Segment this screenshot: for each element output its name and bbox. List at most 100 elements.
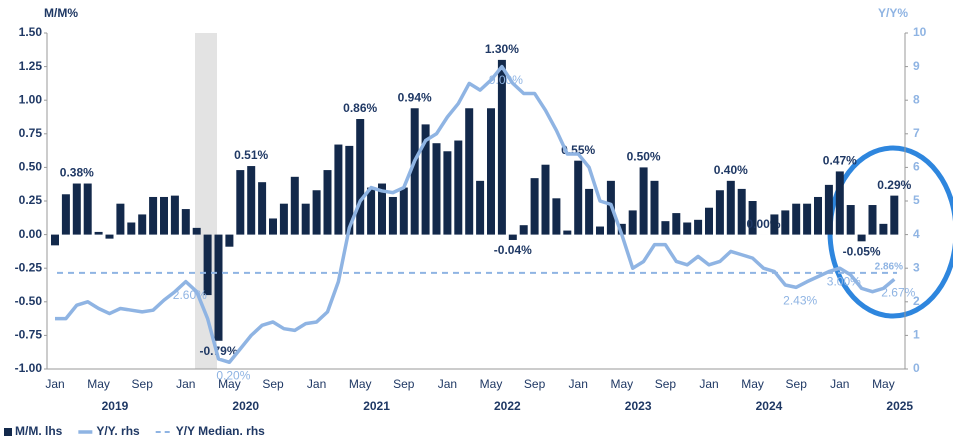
bar xyxy=(301,203,310,235)
bar xyxy=(846,205,855,235)
bar xyxy=(138,214,147,235)
bar xyxy=(116,203,125,235)
y2-tick-label: 8 xyxy=(913,92,920,106)
year-label: 2024 xyxy=(756,399,783,413)
bar xyxy=(465,108,474,235)
bar xyxy=(857,234,866,242)
y-tick-label: -1.00 xyxy=(15,361,43,375)
year-label: 2021 xyxy=(363,399,390,413)
bar xyxy=(443,151,452,235)
bar xyxy=(563,230,572,235)
bar xyxy=(726,180,735,235)
bar xyxy=(748,201,757,235)
bar-label: 0.38% xyxy=(60,166,94,180)
legend-swatch xyxy=(4,428,12,436)
bar xyxy=(497,59,506,235)
x-tick-label: Jan xyxy=(45,377,64,391)
x-tick-label: Sep xyxy=(786,377,808,391)
y-tick-label: 1.50 xyxy=(19,25,43,39)
bar xyxy=(421,124,430,235)
bar xyxy=(432,143,441,235)
bar xyxy=(203,234,212,296)
y-axis-title: M/M% xyxy=(44,6,78,20)
bar xyxy=(737,188,746,235)
bar xyxy=(824,184,833,235)
y-tick-label: 1.00 xyxy=(19,92,43,106)
bar xyxy=(345,145,354,235)
year-label: 2025 xyxy=(886,399,913,413)
bar-label: 1.30% xyxy=(485,42,519,56)
x-tick-label: May xyxy=(610,377,633,391)
bar-label: 0.94% xyxy=(398,90,432,104)
bar xyxy=(51,234,59,246)
x-tick-label: Jan xyxy=(176,377,195,391)
y-tick-label: -0.25 xyxy=(15,260,43,274)
x-tick-label: Sep xyxy=(524,377,546,391)
bar xyxy=(476,180,485,235)
bar xyxy=(835,171,844,235)
bar xyxy=(367,187,376,235)
bar xyxy=(105,234,114,239)
bar xyxy=(672,213,681,235)
bar xyxy=(160,196,168,235)
bar xyxy=(290,176,299,235)
bar-label: 0.47% xyxy=(823,154,857,168)
bar xyxy=(312,190,321,235)
x-tick-label: Sep xyxy=(262,377,284,391)
bar xyxy=(454,140,463,235)
bar xyxy=(323,170,332,235)
year-label: 2019 xyxy=(102,399,129,413)
bar xyxy=(879,223,888,235)
x-tick-label: Jan xyxy=(569,377,588,391)
y-tick-label: 0.50 xyxy=(19,160,43,174)
bar xyxy=(552,198,561,235)
x-tick-label: May xyxy=(218,377,241,391)
bar xyxy=(192,227,201,235)
x-tick-label: Jan xyxy=(438,377,457,391)
y-tick-label: 1.25 xyxy=(19,59,43,73)
year-label: 2020 xyxy=(232,399,259,413)
bar xyxy=(683,222,692,235)
bar xyxy=(585,188,594,235)
bar-label: -0.05% xyxy=(843,244,881,258)
y2-tick-label: 1 xyxy=(913,328,920,342)
bar xyxy=(181,209,190,235)
year-label: 2022 xyxy=(494,399,521,413)
line-label: 3.00% xyxy=(827,274,861,288)
bar xyxy=(574,160,583,235)
x-tick-label: Jan xyxy=(830,377,849,391)
bar xyxy=(792,203,801,235)
bar xyxy=(388,196,397,235)
bar xyxy=(803,203,812,235)
bar-label: 0.86% xyxy=(343,101,377,115)
legend-label: Y/Y. rhs xyxy=(96,424,140,438)
bar xyxy=(530,178,539,235)
y2-tick-label: 2 xyxy=(913,294,920,308)
line xyxy=(55,64,896,365)
bar-label: 0.29% xyxy=(877,178,911,192)
y2-tick-label: 0 xyxy=(913,361,920,375)
bar xyxy=(628,210,637,235)
bar xyxy=(94,231,103,235)
bar xyxy=(149,196,158,235)
bar xyxy=(596,226,604,235)
y2-tick-label: 4 xyxy=(913,227,920,241)
bar xyxy=(410,108,419,235)
x-tick-label: May xyxy=(872,377,895,391)
x-tick-label: Sep xyxy=(132,377,154,391)
bar-label: -0.79% xyxy=(199,344,237,358)
bar xyxy=(661,221,670,235)
bar xyxy=(715,190,724,235)
bar xyxy=(890,195,899,235)
legend-label: Y/Y Median. rhs xyxy=(176,424,265,438)
bar xyxy=(356,119,365,235)
bar xyxy=(236,170,245,235)
y2-tick-label: 9 xyxy=(913,59,920,73)
y2-axis-title: Y/Y% xyxy=(878,6,908,20)
x-tick-label: Sep xyxy=(655,377,677,391)
bar xyxy=(225,234,234,247)
bar xyxy=(541,164,550,235)
line-label: 2.67% xyxy=(881,285,915,299)
bar xyxy=(694,219,703,235)
